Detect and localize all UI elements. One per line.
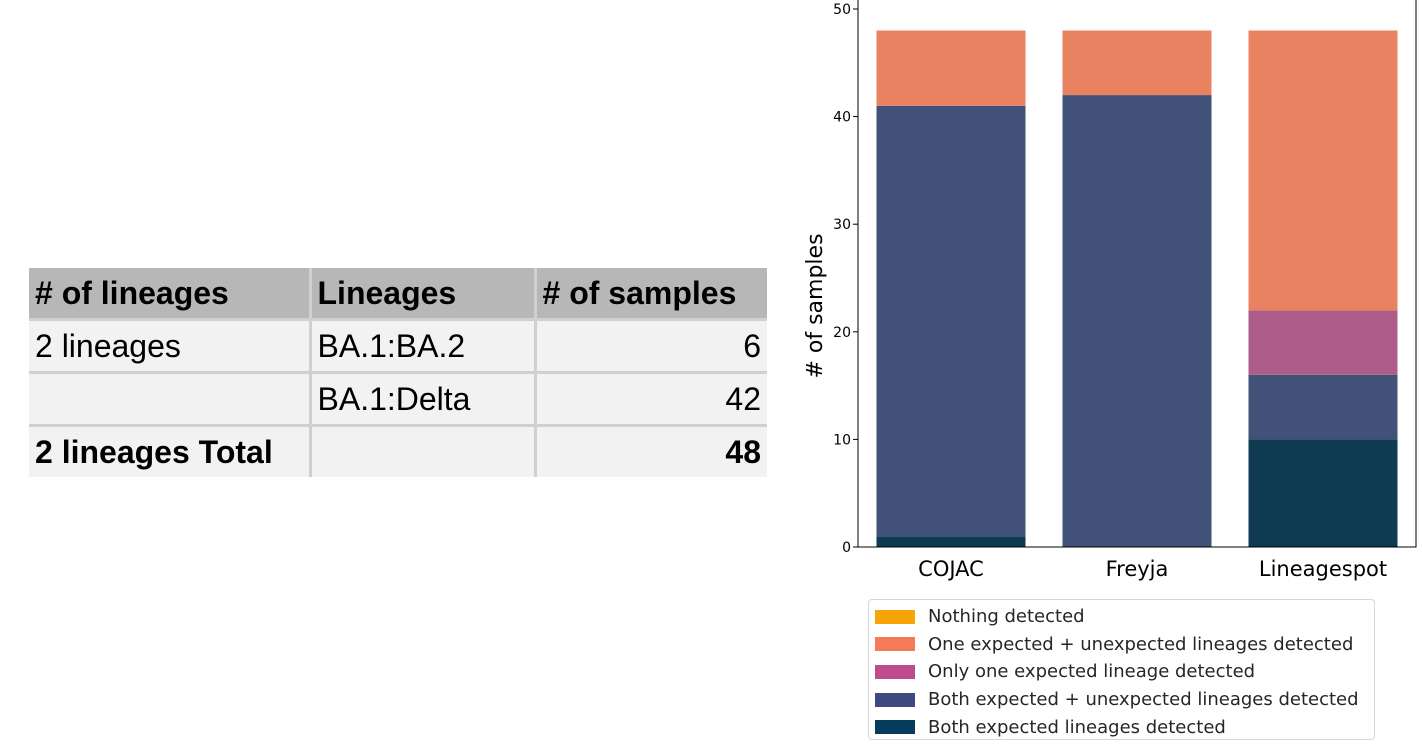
y-tick-label: 10 [833, 432, 851, 448]
y-tick-label: 20 [833, 325, 851, 341]
header-lineages: Lineages [308, 268, 537, 321]
legend-label: One expected + unexpected lineages detec… [928, 633, 1354, 655]
legend-swatch [875, 720, 915, 735]
cell-lineages: BA.1:BA.2 [308, 318, 537, 374]
bar-segment-cojac-1 [876, 105, 1026, 537]
legend-label: Both expected + unexpected lineages dete… [928, 689, 1359, 711]
x-tick-label: COJAC [918, 557, 984, 581]
legend-swatch [875, 609, 915, 624]
bar-segment-lineagespot-0 [1248, 439, 1398, 547]
bar-segment-cojac-3 [876, 30, 1026, 106]
bars-layer [876, 30, 1398, 547]
y-tick-label: 0 [842, 540, 851, 556]
y-tick-label: 40 [833, 110, 851, 126]
legend-swatch [875, 664, 915, 679]
chart-legend: Nothing detected One expected + unexpecte… [868, 599, 1375, 740]
header-num-lineages: # of lineages [29, 268, 312, 321]
legend-label: Nothing detected [928, 606, 1085, 628]
legend-label: Only one expected lineage detected [928, 661, 1256, 683]
legend-swatch [875, 637, 915, 652]
bar-segment-freyja-3 [1062, 30, 1212, 96]
y-tick-label: 50 [833, 2, 851, 18]
stacked-bar-chart: COJAC Freyja Lineagespot 0 10 20 30 40 50 # of sa… [803, 0, 1417, 581]
legend-item: Nothing detected [875, 603, 1374, 631]
bar-segment-freyja-1 [1062, 95, 1212, 547]
cell-num-samples: 42 [533, 371, 767, 427]
total-label: 2 lineages Total [29, 424, 312, 477]
cell-lineages: BA.1:Delta [308, 371, 537, 427]
legend-item: Only one expected lineage detected [875, 658, 1374, 686]
table-total-row: 2 lineages Total 48 [29, 424, 767, 477]
bar-segment-lineagespot-3 [1248, 30, 1398, 311]
table-row: 2 lineages BA.1:BA.2 6 [29, 318, 767, 374]
total-lineages [308, 424, 537, 477]
y-tick-label: 30 [833, 217, 851, 233]
header-num-samples: # of samples [533, 268, 767, 321]
table-row: BA.1:Delta 42 [29, 371, 767, 427]
y-axis-label: # of samples [803, 233, 828, 378]
cell-num-lineages: 2 lineages [29, 318, 312, 374]
legend-swatch [875, 692, 915, 707]
bar-segment-lineagespot-1 [1248, 374, 1398, 440]
bar-segment-lineagespot-2 [1248, 310, 1398, 375]
x-tick-label: Freyja [1106, 557, 1169, 581]
legend-item: Both expected lineages detected [875, 713, 1374, 741]
legend-item: One expected + unexpected lineages detec… [875, 631, 1374, 659]
table-header-row: # of lineages Lineages # of samples [29, 268, 767, 321]
axes-layer: COJAC Freyja Lineagespot 0 10 20 30 40 50 # of sa… [803, 0, 1417, 581]
legend-label: Both expected lineages detected [928, 716, 1226, 738]
legend-item: Both expected + unexpected lineages dete… [875, 686, 1374, 714]
cell-num-samples: 6 [533, 318, 767, 374]
x-tick-label: Lineagespot [1259, 557, 1387, 581]
bar-segment-cojac-0 [876, 536, 1026, 547]
plot-frame [857, 0, 1417, 548]
lineage-summary-table: # of lineages Lineages # of samples 2 li… [29, 268, 767, 477]
cell-num-lineages [29, 371, 312, 427]
total-samples: 48 [533, 424, 767, 477]
